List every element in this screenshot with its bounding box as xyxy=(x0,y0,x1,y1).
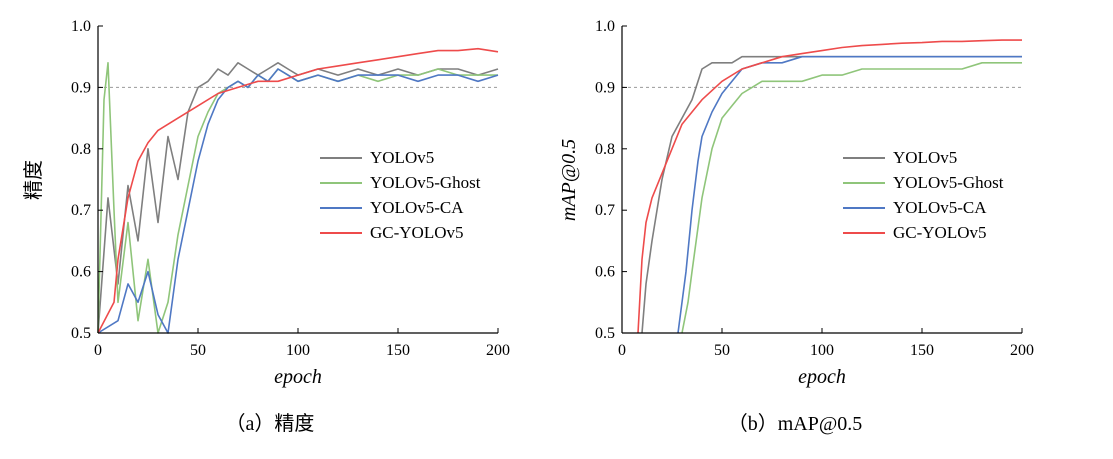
x-tick-label: 150 xyxy=(386,342,410,359)
x-tick-label: 200 xyxy=(486,342,510,359)
legend-entry: YOLOv5 xyxy=(370,148,434,167)
panel-caption: （b）mAP@0.5 xyxy=(728,412,863,435)
y-tick-label: 0.5 xyxy=(595,325,615,342)
x-tick-label: 100 xyxy=(810,342,834,359)
series-line-yolov5-ca xyxy=(97,68,499,334)
series-line-gc-yolov5 xyxy=(97,47,499,334)
x-tick-label: 100 xyxy=(286,342,310,359)
y-tick-label: 0.7 xyxy=(71,202,91,219)
chart-panel-1: 0.5 0.6 0.7 0.8 0.9 1.0 0 50 100 150 200 epoch 精度 YOL… xyxy=(22,18,510,435)
y-tick-label: 0.7 xyxy=(595,202,615,219)
y-tick-label: 1.0 xyxy=(71,18,91,35)
legend-entry: GC-YOLOv5 xyxy=(893,223,987,242)
y-tick-label: 0.5 xyxy=(71,325,91,342)
legend-entry: GC-YOLOv5 xyxy=(370,223,464,242)
x-tick-label: 50 xyxy=(714,342,730,359)
series-line-yolov5 xyxy=(97,61,499,334)
chart-panel-2: 0.5 0.6 0.7 0.8 0.9 1.0 0 50 100 150 200 epoch mAP@0… xyxy=(558,18,1034,435)
legend-entry: YOLOv5 xyxy=(893,148,957,167)
x-tick-label: 200 xyxy=(1010,342,1034,359)
legend: YOLOv5 YOLOv5-Ghost YOLOv5-CA GC-YOLOv5 xyxy=(320,148,481,242)
x-tick-label: 50 xyxy=(190,342,206,359)
x-axis-label: epoch xyxy=(798,366,846,388)
y-tick-label: 0.6 xyxy=(595,264,615,281)
series-line-yolov5 xyxy=(641,55,1022,334)
y-tick-label: 1.0 xyxy=(595,18,615,35)
y-axis-label: mAP@0.5 xyxy=(558,139,580,221)
series-line-gc-yolov5 xyxy=(637,39,1022,334)
y-tick-label: 0.6 xyxy=(71,264,91,281)
series-line-yolov5-ghost xyxy=(681,61,1022,334)
y-tick-label: 0.8 xyxy=(595,141,615,158)
legend: YOLOv5 YOLOv5-Ghost YOLOv5-CA GC-YOLOv5 xyxy=(843,148,1004,242)
y-tick-label: 0.9 xyxy=(71,79,91,96)
series-line-yolov5-ca xyxy=(677,55,1022,334)
legend-entry: YOLOv5-CA xyxy=(893,198,987,217)
y-axis-label: 精度 xyxy=(22,160,45,200)
x-tick-label: 0 xyxy=(94,342,102,359)
y-tick-label: 0.8 xyxy=(71,141,91,158)
panel-caption: （a）精度 xyxy=(226,412,315,435)
x-tick-label: 150 xyxy=(910,342,934,359)
x-axis-label: epoch xyxy=(274,366,322,388)
y-tick-label: 0.9 xyxy=(595,79,615,96)
legend-entry: YOLOv5-Ghost xyxy=(370,173,481,192)
legend-entry: YOLOv5-CA xyxy=(370,198,464,217)
legend-entry: YOLOv5-Ghost xyxy=(893,173,1004,192)
x-tick-label: 0 xyxy=(618,342,626,359)
